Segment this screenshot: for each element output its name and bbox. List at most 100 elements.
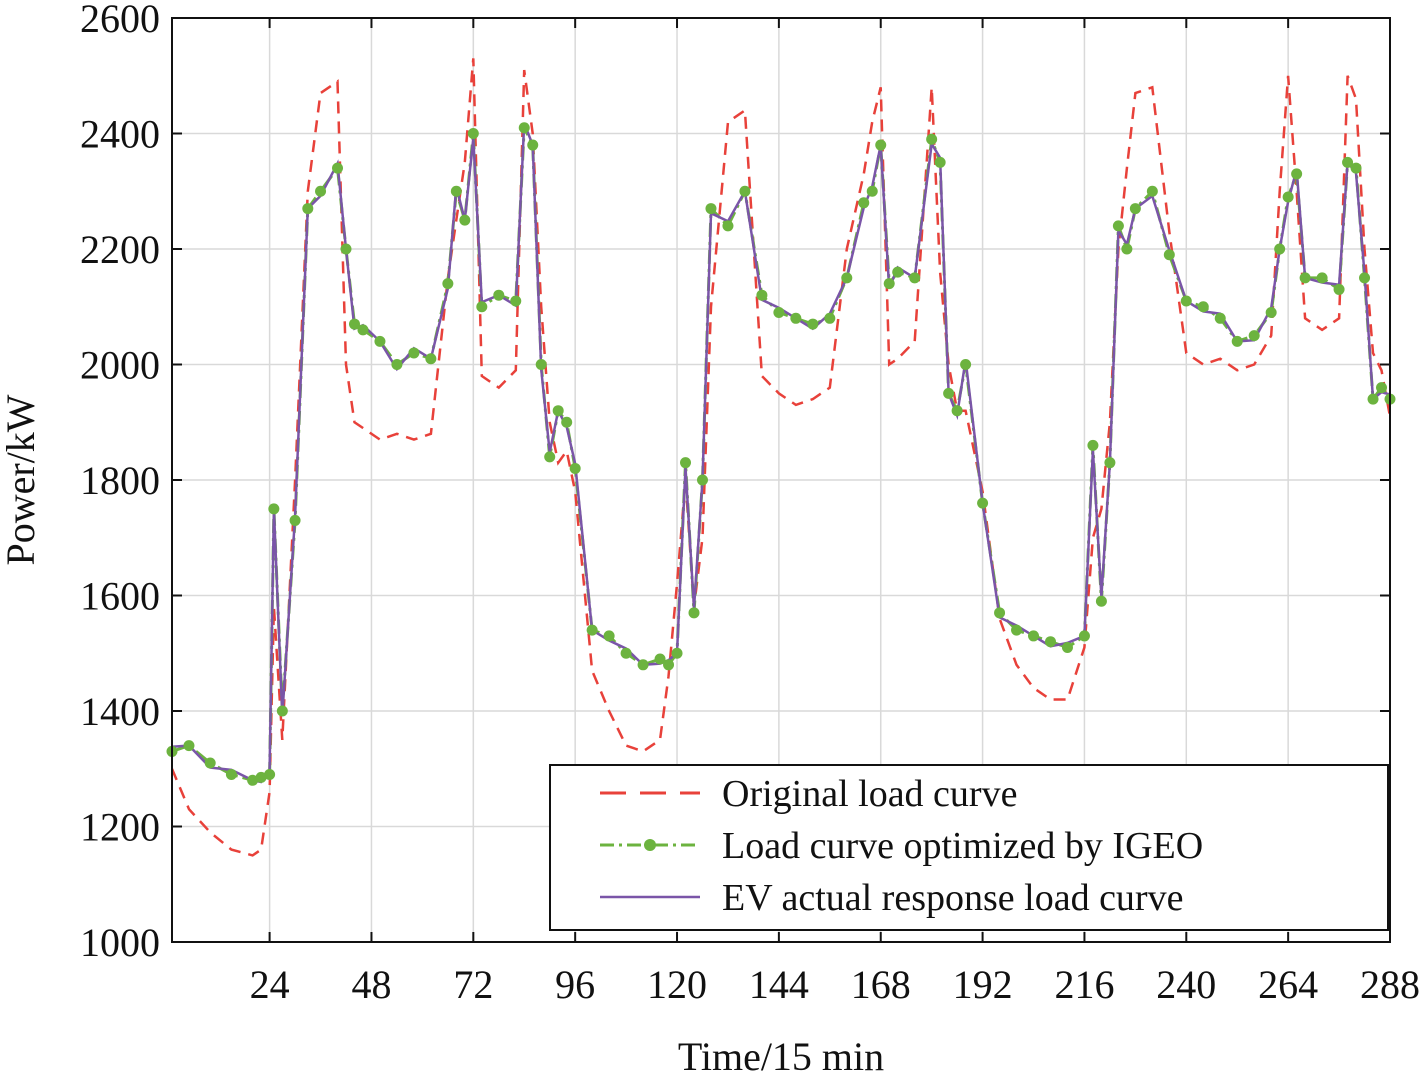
optimized-point [824, 312, 836, 324]
optimized-point [302, 203, 314, 215]
optimized-point [1087, 439, 1099, 451]
legend-label-original: Original load curve [722, 773, 1017, 815]
legend-marker-optimized [644, 839, 656, 851]
optimized-point [1316, 272, 1328, 284]
y-tick-label: 1600 [80, 574, 160, 619]
optimized-point [951, 405, 963, 417]
optimized-point [1163, 249, 1175, 261]
optimized-point [527, 139, 539, 151]
optimized-point [1197, 301, 1209, 313]
y-tick-label: 2600 [80, 0, 160, 41]
optimized-point [1146, 185, 1158, 197]
optimized-point [408, 347, 420, 359]
y-tick-label: 2400 [80, 112, 160, 157]
legend-label-actual: EV actual response load curve [722, 877, 1183, 919]
optimized-point [680, 457, 692, 469]
y-tick-label: 1200 [80, 805, 160, 850]
optimized-point [255, 771, 267, 783]
x-tick-label: 144 [749, 962, 809, 1007]
optimized-point [1299, 272, 1311, 284]
x-tick-label: 168 [851, 962, 911, 1007]
legend-label-optimized: Load curve optimized by IGEO [722, 825, 1203, 867]
y-axis-label: Power/kW [0, 394, 43, 565]
optimized-point [442, 278, 454, 290]
optimized-point [552, 405, 564, 417]
optimized-point [476, 301, 488, 313]
optimized-point [1376, 382, 1388, 394]
optimized-point [756, 289, 768, 301]
optimized-point [1367, 393, 1379, 405]
optimized-point [1291, 168, 1303, 180]
y-tick-label: 1400 [80, 689, 160, 734]
optimized-point [858, 197, 870, 209]
optimized-point [875, 139, 887, 151]
optimized-point [510, 295, 522, 307]
optimized-point [1282, 191, 1294, 203]
optimized-point [807, 318, 819, 330]
x-tick-label: 72 [453, 962, 493, 1007]
optimized-point [705, 203, 717, 215]
series-original-load-curve [170, 58, 1392, 857]
optimized-point [518, 122, 530, 134]
x-tick-label: 24 [250, 962, 290, 1007]
optimized-point [696, 474, 708, 486]
optimized-point [688, 607, 700, 619]
optimized-point [790, 312, 802, 324]
optimized-point [204, 757, 216, 769]
x-tick-label: 216 [1054, 962, 1114, 1007]
optimized-point [1028, 630, 1040, 642]
optimized-point [637, 659, 649, 671]
optimized-point [374, 335, 386, 347]
y-tick-label: 2200 [80, 227, 160, 272]
optimized-point [247, 774, 259, 786]
optimized-point [569, 462, 581, 474]
optimized-point [926, 133, 938, 145]
optimized-point [960, 359, 972, 370]
optimized-point [1011, 624, 1023, 636]
optimized-point [841, 272, 853, 284]
optimized-point [892, 266, 904, 278]
optimized-point [391, 359, 403, 370]
optimized-point [773, 307, 785, 319]
optimized-point [994, 607, 1006, 619]
optimized-point [671, 647, 683, 659]
optimized-point [1129, 203, 1141, 215]
x-tick-label: 96 [555, 962, 595, 1007]
optimized-point [1104, 457, 1116, 469]
series-optimized-igeo [171, 127, 1392, 782]
optimized-point [561, 416, 573, 428]
optimized-point [883, 278, 895, 290]
legend: Original load curve Load curve optimized… [549, 764, 1389, 931]
optimized-point [934, 156, 946, 168]
optimized-point [943, 387, 955, 399]
optimized-point [1274, 243, 1286, 255]
optimized-point [1265, 307, 1277, 319]
x-tick-label: 48 [351, 962, 391, 1007]
optimized-point [289, 514, 301, 526]
optimized-point [1078, 630, 1090, 642]
x-axis-label: Time/15 min [678, 1034, 884, 1077]
optimized-point [183, 740, 195, 752]
optimized-point [332, 162, 344, 174]
optimized-point [264, 769, 276, 781]
optimized-point [357, 324, 369, 336]
optimized-point [1121, 243, 1133, 255]
plot-series [166, 58, 1396, 857]
optimized-point [1248, 330, 1260, 342]
optimized-point [1061, 641, 1073, 653]
optimized-point [722, 220, 734, 232]
y-tick-label: 1800 [80, 458, 160, 503]
optimized-point [225, 769, 237, 781]
optimized-point [268, 503, 280, 515]
optimized-point [1214, 312, 1226, 324]
optimized-point [663, 659, 675, 671]
optimized-point [586, 624, 598, 636]
optimized-point [425, 353, 437, 365]
optimized-point [866, 185, 878, 197]
optimized-point [1095, 595, 1107, 607]
optimized-point [493, 289, 505, 301]
optimized-point [1044, 636, 1056, 648]
series-ev-actual-response [171, 122, 1391, 784]
optimized-point [1359, 272, 1371, 284]
